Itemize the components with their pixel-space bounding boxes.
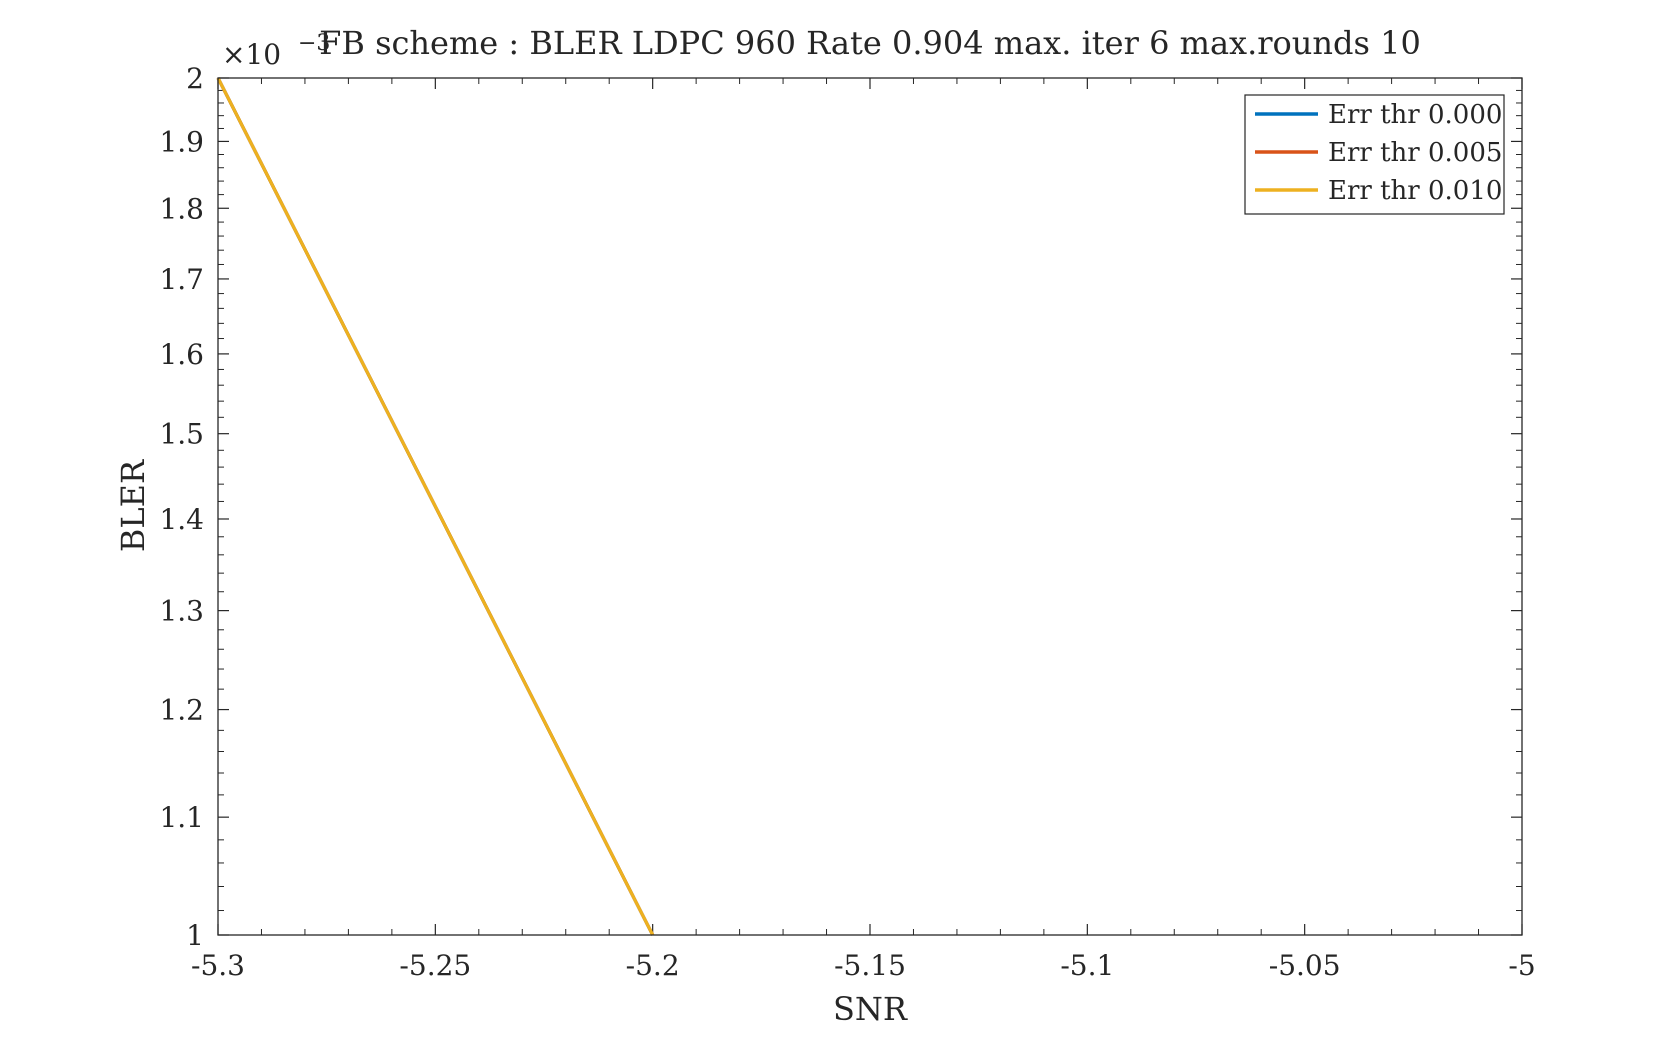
x-tick-label: -5.2 [626, 949, 680, 982]
y-axis-label: BLER [114, 459, 152, 552]
series-line-3 [216, 77, 655, 936]
legend-label-2: Err thr 0.005 [1328, 138, 1502, 168]
x-tick-label: -5.15 [834, 949, 906, 982]
x-tick-label: -5 [1508, 949, 1535, 982]
legend-box [1244, 94, 1505, 215]
y-exponent: ×10 −3 [222, 31, 330, 71]
x-tick-label: -5.1 [1060, 949, 1114, 982]
legend-label-3: Err thr 0.010 [1328, 176, 1502, 206]
plot-frame [217, 77, 1523, 936]
x-axis-label: SNR [833, 990, 908, 1028]
series-lines [216, 77, 655, 936]
y-exponent-power: −3 [298, 31, 330, 56]
y-tick-label: 2 [186, 62, 204, 95]
axis-ticks: -5.3 -5.25 -5.2 -5.15 -5.1 -5.05 -5 1 1.1 1.2 1.3 1… [159, 62, 1535, 982]
y-tick-label: 1.4 [159, 503, 204, 536]
y-tick-label: 1.8 [159, 192, 204, 225]
y-tick-label: 1.5 [159, 418, 204, 451]
x-tick-label: -5.25 [399, 949, 471, 982]
y-tick-label: 1.7 [159, 263, 204, 296]
chart-title: FB scheme : BLER LDPC 960 Rate 0.904 max… [319, 24, 1421, 62]
y-tick-label: 1.9 [159, 125, 204, 158]
y-tick-label: 1 [186, 919, 204, 952]
legend-label-1: Err thr 0.000 [1328, 100, 1502, 130]
y-exponent-base: ×10 [222, 38, 281, 71]
y-tick-label: 1.2 [159, 694, 204, 727]
x-tick-label: -5.05 [1269, 949, 1341, 982]
y-tick-label: 1.3 [159, 595, 204, 628]
legend: Err thr 0.000 Err thr 0.005 Err thr 0.010 [1244, 94, 1505, 215]
x-tick-label: -5.3 [191, 949, 245, 982]
y-tick-label: 1.6 [159, 338, 204, 371]
y-tick-label: 1.1 [159, 801, 204, 834]
